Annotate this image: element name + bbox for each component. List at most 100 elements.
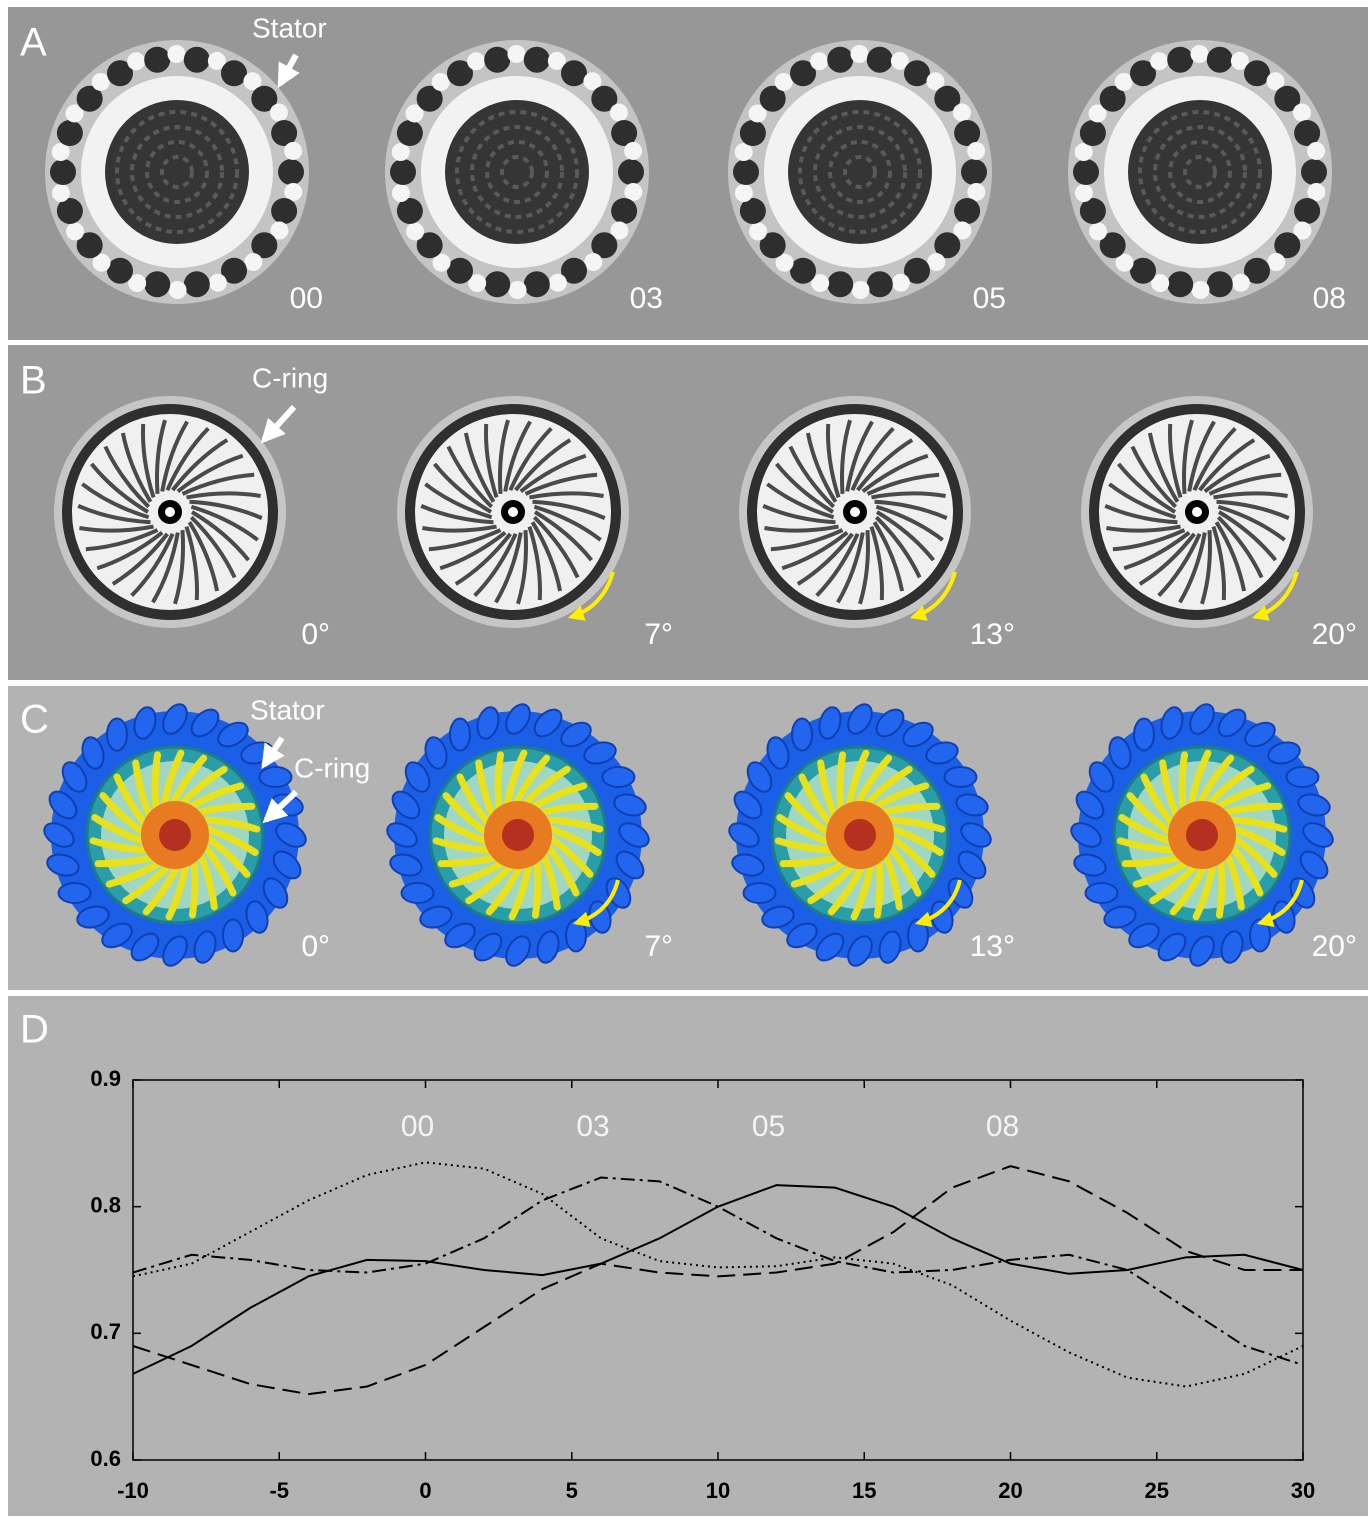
spoke xyxy=(192,856,195,915)
stator-blob xyxy=(209,274,227,292)
spoke xyxy=(155,755,158,814)
panel-label: A xyxy=(20,21,47,65)
stator-blob xyxy=(467,52,485,70)
rod-core xyxy=(502,819,534,851)
stator-blob xyxy=(484,47,510,73)
stator-blob xyxy=(749,222,767,240)
stator-blob xyxy=(1167,271,1193,297)
panel-label: D xyxy=(20,1008,49,1052)
stator-blob xyxy=(509,281,527,299)
stator-blob xyxy=(1167,47,1193,73)
stator-blob xyxy=(1293,104,1311,122)
x-tick-label: 5 xyxy=(566,1478,578,1503)
stator-blob xyxy=(1073,159,1099,185)
y-tick-label: 0.8 xyxy=(90,1192,121,1217)
spoke xyxy=(1219,856,1222,915)
annotation: C-ring xyxy=(294,752,370,783)
stator-blob xyxy=(397,120,423,146)
stator-blob xyxy=(1267,253,1285,271)
stator-blob xyxy=(1192,281,1210,299)
stator-blob xyxy=(244,253,262,271)
stator-blob xyxy=(1301,159,1327,185)
stator-blob xyxy=(1307,183,1325,201)
stator-blob xyxy=(904,60,930,86)
stator-unit xyxy=(908,919,928,951)
spoke xyxy=(498,755,501,814)
x-tick-label: 20 xyxy=(998,1478,1022,1503)
stator-blob xyxy=(967,142,985,160)
x-tick-label: 10 xyxy=(706,1478,730,1503)
frame-label: 20° xyxy=(1312,930,1357,963)
stator-blob xyxy=(1075,143,1093,161)
stator-unit xyxy=(744,883,776,903)
stator-blob xyxy=(184,47,210,73)
core xyxy=(1128,100,1272,244)
stator-unit xyxy=(259,767,291,787)
stator-blob xyxy=(735,184,753,202)
frame-label: 05 xyxy=(973,282,1006,315)
stator-blob xyxy=(447,258,473,284)
stator-blob xyxy=(549,274,567,292)
stator-blob xyxy=(733,159,759,185)
stator-blob xyxy=(850,45,868,63)
frame-label: 13° xyxy=(970,618,1015,651)
stator-unit xyxy=(450,719,470,751)
frame-label: 7° xyxy=(644,930,673,963)
stator-blob xyxy=(390,159,416,185)
hub-hole xyxy=(165,507,175,517)
series-label: 05 xyxy=(752,1110,785,1143)
stator-blob xyxy=(892,274,910,292)
stator-blob xyxy=(270,104,288,122)
stator-blob xyxy=(52,143,70,161)
stator-blob xyxy=(127,52,145,70)
series-label: 03 xyxy=(576,1110,609,1143)
stator-blob xyxy=(961,159,987,185)
frame-label: 13° xyxy=(970,930,1015,963)
stator-unit xyxy=(223,919,243,951)
frame-label: 0° xyxy=(301,930,330,963)
stator-blob xyxy=(1089,222,1107,240)
y-tick-label: 0.6 xyxy=(90,1446,121,1471)
stator-blob xyxy=(610,104,628,122)
spoke xyxy=(840,755,843,814)
stator-blob xyxy=(271,198,297,224)
stator-blob xyxy=(284,183,302,201)
x-tick-label: 15 xyxy=(852,1478,876,1503)
stator-blob xyxy=(1080,120,1106,146)
frame-label: 7° xyxy=(644,618,673,651)
spoke xyxy=(1182,755,1185,814)
series-label: 08 xyxy=(986,1110,1019,1143)
stator-unit xyxy=(566,919,586,951)
core xyxy=(105,100,249,244)
stator-blob xyxy=(524,271,550,297)
stator-unit xyxy=(792,719,812,751)
stator-blob xyxy=(1294,198,1320,224)
x-tick-label: -5 xyxy=(269,1478,289,1503)
stator-blob xyxy=(144,47,170,73)
stator-blob xyxy=(524,47,550,73)
annotation: Stator xyxy=(252,12,327,43)
figure: 000305080°7°13°20°0°7°13°20° A B C D Sta… xyxy=(0,0,1372,1521)
frame-label: 03 xyxy=(630,282,663,315)
stator-blob xyxy=(561,60,587,86)
stator-blob xyxy=(927,253,945,271)
stator-blob xyxy=(184,271,210,297)
x-tick-label: 30 xyxy=(1291,1478,1315,1503)
stator-blob xyxy=(735,143,753,161)
rod-core xyxy=(159,819,191,851)
stator-blob xyxy=(484,271,510,297)
panel-label: C xyxy=(20,698,49,742)
stator-blob xyxy=(1207,47,1233,73)
stator-blob xyxy=(624,142,642,160)
stator-blob xyxy=(1244,60,1270,86)
rod-core xyxy=(844,819,876,851)
stator-blob xyxy=(167,45,185,63)
stator-blob xyxy=(584,253,602,271)
stator-blob xyxy=(432,73,450,91)
stator-blob xyxy=(107,258,133,284)
stator-blob xyxy=(790,258,816,284)
stator-blob xyxy=(507,45,525,63)
x-tick-label: 0 xyxy=(419,1478,431,1503)
spoke xyxy=(535,856,538,915)
stator-blob xyxy=(740,120,766,146)
